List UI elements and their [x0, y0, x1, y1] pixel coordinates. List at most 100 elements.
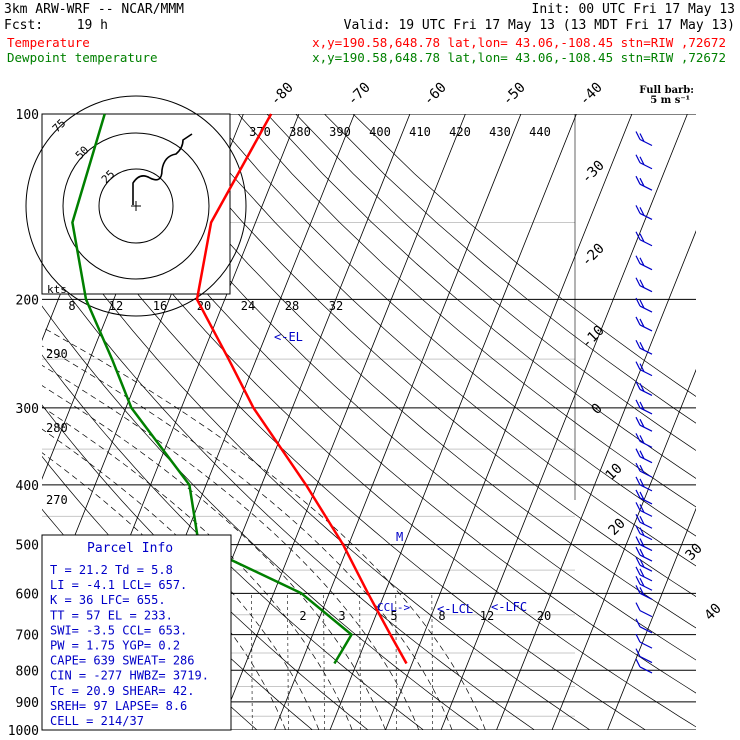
wind-barb-flag — [635, 513, 641, 523]
mixing-ratio-label: 16 — [153, 299, 167, 313]
wind-barb-flag — [635, 502, 641, 511]
isotherm-label: -20 — [579, 241, 608, 270]
wind-barb — [639, 592, 653, 600]
pressure-label: 700 — [16, 629, 39, 644]
wind-barb-flag — [635, 277, 641, 286]
barb-legend-units: 5 m s⁻¹ — [650, 95, 690, 106]
dry-adiabat — [42, 165, 646, 730]
parcel-info-panel: Parcel Info T = 21.2 Td = 5.8LI = -4.1 L… — [41, 534, 232, 731]
wind-barb — [639, 641, 653, 649]
theta-label: 280 — [46, 421, 68, 435]
dry-adiabat — [42, 257, 535, 730]
dry-adiabat — [42, 211, 591, 730]
theta-e-label: 380 — [289, 125, 311, 139]
wind-barb — [639, 407, 653, 415]
wind-barb-flag — [635, 602, 641, 611]
wind-barb — [639, 610, 653, 618]
wind-barb — [639, 509, 653, 517]
wind-barb-flag — [639, 299, 645, 309]
wind-barb-flag — [635, 231, 641, 241]
wind-barb-flag — [635, 585, 641, 594]
dewpoint-location: x,y=190.58,648.78 lat,lon= 43.06,-108.45… — [312, 50, 726, 65]
isotherm-line — [385, 114, 633, 730]
mixing-ratio-label: 3 — [338, 609, 345, 623]
pressure-label: 300 — [16, 402, 39, 417]
theta-e-label: 400 — [369, 125, 391, 139]
wind-barb — [639, 521, 653, 529]
wind-barb-flag — [635, 339, 641, 349]
wind-barb-flag — [639, 435, 645, 444]
wind-barb-flag — [635, 525, 641, 534]
wind-barb-flag — [635, 546, 641, 556]
wind-barbs — [635, 131, 653, 674]
moist-adiabat — [42, 406, 353, 730]
mixing-ratio-label: 32 — [329, 299, 343, 313]
wind-barb-flag — [635, 633, 641, 643]
ccl-marker: CCL-> — [377, 601, 410, 614]
wind-barb-flag — [635, 476, 641, 486]
wind-barb-flag — [635, 205, 641, 214]
el-marker: <-EL — [274, 330, 303, 344]
mixing-ratio-label: 24 — [241, 299, 255, 313]
isotherm-label: -70 — [345, 80, 374, 109]
parcel-info-row: PW = 1.75 YGP= 0.2 — [50, 639, 180, 653]
wind-barb-flag — [639, 515, 645, 525]
pressure-label: 900 — [16, 696, 39, 711]
wind-barb — [639, 497, 653, 505]
mixing-ratio-label: 8 — [438, 609, 445, 623]
parcel-info-row: SREH= 97 LAPSE= 8.6 — [50, 699, 187, 713]
mixing-ratio-line — [251, 593, 253, 730]
parcel-info-row: SWI= -3.5 CCL= 653. — [50, 623, 187, 637]
parcel-info-row: LI = -4.1 LCL= 657. — [50, 578, 187, 592]
wind-barb-flag — [639, 401, 645, 411]
moist-adiabat — [42, 452, 286, 730]
wind-barb — [639, 456, 653, 464]
wind-barb — [639, 424, 653, 432]
wind-barb-flag — [635, 131, 641, 140]
wind-barb-flag — [639, 527, 645, 536]
profiles — [71, 113, 408, 665]
wind-barb-flag — [639, 587, 645, 596]
wind-barb-flag — [635, 648, 641, 657]
isotherm-label: -10 — [579, 323, 608, 352]
wind-barb-flag — [635, 416, 641, 426]
wind-barb-flag — [639, 177, 645, 187]
moist-adiabat — [42, 345, 453, 730]
dry-adiabat — [123, 114, 696, 629]
wind-barb — [639, 583, 653, 591]
wind-barb — [639, 183, 653, 191]
wind-barb-flag — [635, 618, 641, 628]
isotherm-label: 0 — [589, 401, 606, 418]
hodograph-trace — [132, 133, 193, 205]
wind-barb-flag — [635, 399, 641, 409]
mixing-ratio-line — [395, 593, 397, 730]
mixing-ratio-label: 20 — [197, 299, 211, 313]
dry-adiabat — [266, 114, 696, 479]
wind-barb-flag — [635, 433, 641, 442]
dry-adiabat — [151, 114, 696, 597]
theta-e-label: 430 — [489, 125, 511, 139]
parcel-info-row: CELL = 214/37 — [50, 714, 144, 728]
valid-time: Valid: 19 UTC Fri 17 May 13 (13 MDT Fri … — [344, 18, 735, 33]
dry-adiabat — [295, 114, 696, 451]
dry-adiabat — [324, 114, 696, 424]
pressure-label: 800 — [16, 664, 39, 679]
wind-barb-flag — [639, 341, 645, 351]
mixing-ratio-label: 12 — [109, 299, 123, 313]
parcel-info-row: T = 21.2 Td = 5.8 — [50, 563, 173, 577]
pressure-label: 200 — [16, 293, 39, 308]
wind-barb-flag — [639, 363, 645, 372]
wind-barb — [639, 544, 653, 552]
wind-barb — [639, 285, 653, 293]
moist-adiabat — [42, 385, 386, 730]
dewpoint-profile — [71, 113, 353, 665]
hodograph-ring — [25, 95, 247, 317]
wind-barb — [639, 305, 653, 313]
dry-adiabat — [180, 114, 696, 567]
wind-barb-flag — [635, 361, 641, 370]
pressure-label: 100 — [16, 108, 39, 123]
wind-barb-flag — [639, 558, 645, 568]
